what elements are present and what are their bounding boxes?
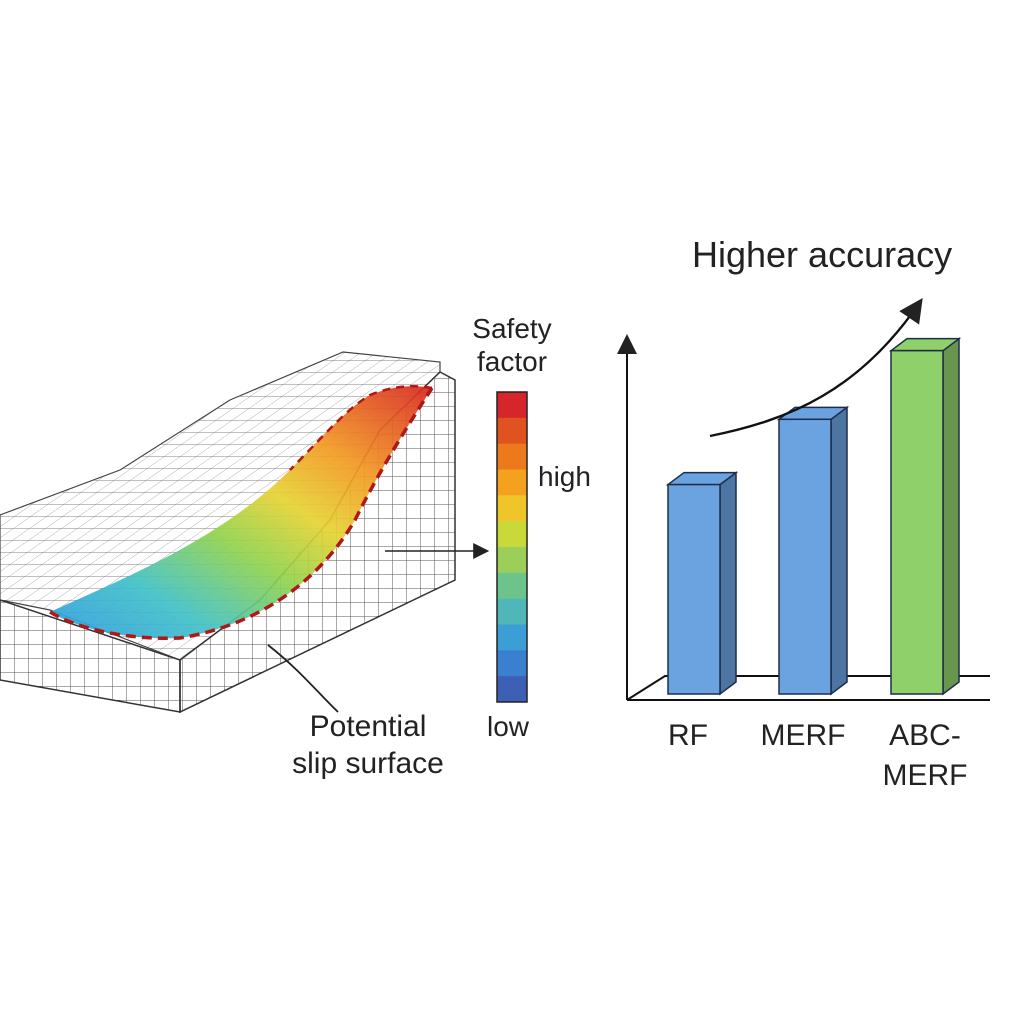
bar-rf [665,471,739,696]
colorbar-segment [497,624,527,651]
colorbar-segment [497,417,527,445]
bar-front [890,349,944,695]
category-label: MERF [733,716,873,756]
category-label-line: MERF [882,759,968,792]
chart-baseline [626,675,990,701]
colorbar-segment [497,547,527,574]
colorbar-segment [497,521,527,548]
colorbar-segment [497,495,527,522]
colorbar-title-line2: factor [476,346,548,377]
colorbar-frame [496,391,528,703]
accuracy-bar-chart [617,298,990,701]
bars-group [665,337,962,696]
colorbar-segment [497,676,527,703]
slip-label-line1: Potential [309,710,427,743]
chart-annotation: Higher accuracy [692,234,953,275]
colorbar-high-label: high [538,461,591,492]
slope-model [0,351,490,714]
slip-surface-label: Potential slip surface [268,708,468,782]
colorbar-segment [497,598,527,625]
colorbar-segment [497,650,527,677]
trend-curve [709,298,923,438]
category-label-line: MERF [760,719,846,752]
colorbar-title-line1: Safety [472,313,552,344]
slip-mass [50,386,432,639]
category-label-line: RF [668,719,708,752]
slip-label-leader [267,644,339,713]
slip-surface-line [49,387,434,641]
colorbar-segment [497,572,527,600]
colorbar-segment [497,443,527,470]
category-label-line: ABC- [889,719,961,752]
slip-crest-line [289,385,433,471]
bar-side [942,337,960,696]
bar-front [778,418,832,695]
bar-side [830,405,848,696]
bar-side [719,471,737,696]
bar-abc-merf [888,337,962,696]
bar-front [667,483,721,695]
slip-label-line2: slip surface [292,747,444,780]
colorbar-segment [497,392,527,419]
colorbar-segment [497,469,527,496]
colorbar-title: Safety factor [452,312,572,378]
category-label: ABC- MERF [855,716,995,796]
safety-factor-colorbar [496,391,528,703]
colorbar-low-label: low [487,711,530,742]
category-label: RF [618,716,758,756]
bar-merf [776,405,850,696]
